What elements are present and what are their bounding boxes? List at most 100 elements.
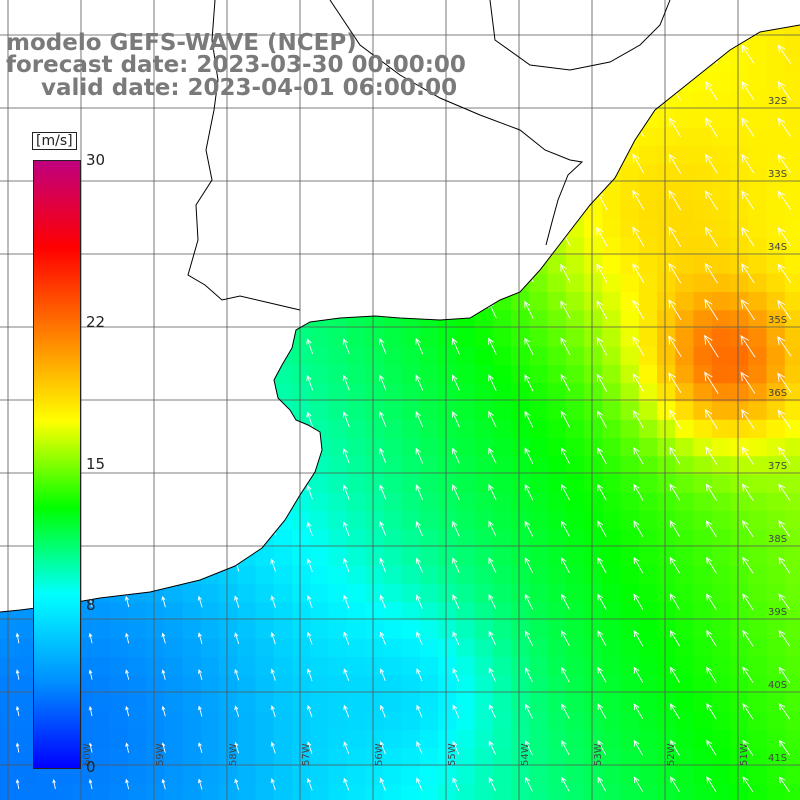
wind-speed-cell (492, 547, 512, 567)
wind-speed-cell (730, 657, 749, 676)
wind-speed-cell (365, 328, 384, 348)
wind-speed-cell (492, 328, 512, 348)
wind-speed-cell (200, 766, 220, 786)
wind-speed-cell (602, 675, 622, 695)
wind-speed-cell (456, 474, 476, 494)
wind-arrow (124, 485, 130, 499)
wind-arrow (379, 668, 386, 681)
wind-speed-cell (273, 584, 293, 603)
wind-speed-cell (383, 620, 403, 640)
wind-arrow (524, 190, 534, 210)
wind-speed-cell (711, 730, 731, 749)
wind-speed-cell (730, 182, 749, 202)
wind-speed-cell (565, 766, 585, 786)
wind-arrow (233, 228, 240, 245)
wind-speed-cell (310, 657, 330, 676)
wind-speed-cell (255, 675, 275, 695)
wind-arrow (742, 666, 754, 683)
wind-arrow (561, 776, 570, 792)
wind-speed-cell (766, 675, 786, 695)
wind-arrow (15, 412, 20, 426)
wind-speed-cell (511, 438, 530, 457)
wind-speed-cell (565, 602, 585, 622)
wind-speed-cell (693, 711, 713, 731)
wind-arrow (597, 739, 607, 756)
wind-speed-cell (711, 109, 731, 129)
wind-speed-cell (766, 766, 786, 786)
wind-speed-cell (565, 474, 585, 494)
wind-speed-cell (91, 638, 111, 658)
wind-speed-cell (547, 602, 567, 622)
wind-arrow (124, 559, 130, 571)
wind-speed-cell (365, 565, 384, 585)
wind-speed-cell (547, 310, 567, 330)
wind-speed-cell (164, 584, 184, 603)
wind-speed-cell (565, 638, 585, 658)
wind-speed-cell (146, 730, 165, 749)
wind-speed-cell (292, 365, 311, 384)
wind-arrow (778, 703, 791, 720)
wind-speed-cell (693, 766, 713, 786)
wind-speed-cell (91, 784, 111, 800)
wind-arrow (379, 521, 387, 537)
wind-speed-cell (328, 419, 348, 439)
wind-speed-cell (219, 711, 238, 731)
wind-arrow (270, 484, 277, 500)
wind-arrow (233, 45, 240, 63)
wind-arrow (306, 264, 314, 282)
wind-speed-cell (602, 584, 622, 603)
wind-speed-cell (346, 784, 366, 800)
wind-speed-cell (511, 310, 530, 330)
wind-speed-cell (638, 200, 658, 220)
wind-speed-cell (693, 693, 713, 713)
wind-speed-cell (766, 638, 786, 658)
wind-speed-cell (383, 602, 403, 622)
wind-speed-cell (584, 584, 603, 603)
wind-speed-cell (657, 784, 676, 800)
wind-speed-cell (511, 529, 530, 549)
wind-speed-cell (675, 109, 695, 129)
wind-speed-cell (127, 657, 147, 676)
wind-arrow (488, 410, 497, 428)
wind-speed-cell (383, 547, 403, 567)
wind-arrow (269, 265, 277, 282)
wind-speed-cell (584, 365, 603, 384)
wind-speed-cell (109, 657, 129, 676)
wind-arrow (196, 155, 204, 172)
wind-speed-cell (492, 511, 512, 530)
wind-arrow (160, 192, 167, 208)
wind-speed-cell (693, 73, 713, 92)
wind-speed-cell (346, 511, 366, 530)
wind-speed-cell (584, 766, 603, 786)
wind-arrow (596, 300, 608, 320)
wind-arrow (306, 118, 314, 136)
wind-speed-cell (419, 401, 439, 421)
wind-arrow (668, 8, 681, 28)
wind-arrow (741, 8, 755, 28)
wind-speed-cell (492, 584, 512, 603)
wind-speed-cell (310, 474, 330, 494)
wind-speed-cell (91, 730, 111, 749)
wind-arrow (560, 81, 571, 101)
wind-speed-cell (346, 675, 366, 695)
wind-speed-cell (638, 219, 658, 238)
wind-arrow (706, 739, 717, 756)
wind-speed-cell (730, 565, 749, 585)
wind-speed-cell (365, 419, 384, 439)
wind-speed-cell (419, 328, 439, 348)
wind-speed-cell (273, 693, 293, 713)
wind-arrow (488, 447, 497, 464)
wind-arrow (452, 447, 460, 464)
wind-arrow (741, 153, 755, 174)
wind-speed-cell (401, 511, 421, 530)
wind-speed-cell (529, 328, 549, 348)
wind-arrow (596, 80, 608, 101)
wind-speed-cell (182, 693, 202, 713)
wind-speed-cell (346, 456, 366, 476)
wind-speed-cell (419, 638, 439, 658)
wind-speed-cell (383, 365, 403, 384)
wind-speed-cell (492, 401, 512, 421)
wind-speed-cell (255, 638, 275, 658)
wind-arrow (87, 9, 94, 26)
wind-speed-cell (657, 346, 676, 366)
